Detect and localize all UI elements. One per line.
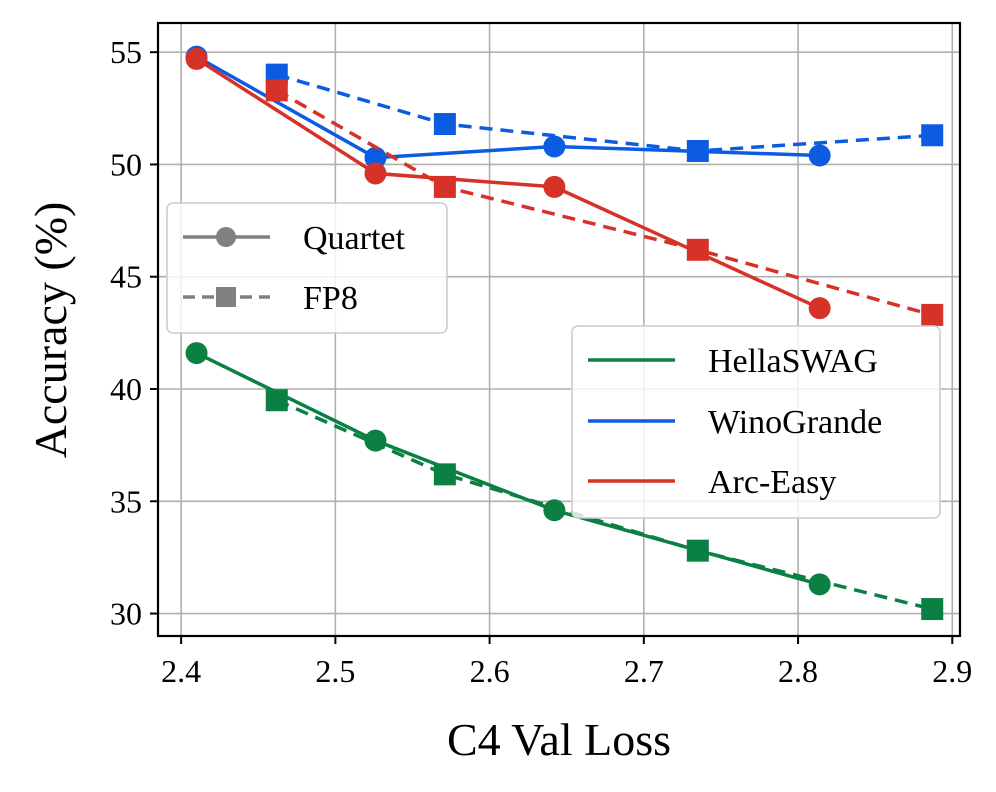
x-tick-label: 2.8 xyxy=(778,653,818,689)
x-tick-label: 2.5 xyxy=(315,653,355,689)
x-tick-label: 2.6 xyxy=(470,653,510,689)
y-tick-label: 30 xyxy=(110,596,142,632)
data-point xyxy=(265,389,288,412)
legend-quartet-marker xyxy=(216,227,236,247)
data-point xyxy=(433,175,456,198)
data-point xyxy=(921,303,944,326)
legend-task: HellaSWAG WinoGrande Arc-Easy xyxy=(571,325,941,519)
legend-quartet-label: Quartet xyxy=(303,220,406,257)
y-tick-label: 55 xyxy=(110,34,142,70)
data-point xyxy=(364,146,387,169)
data-point xyxy=(265,79,288,102)
legend-fp8-marker xyxy=(216,287,236,307)
legend-task-box xyxy=(571,325,941,519)
x-axis: 2.4 2.5 2.6 2.7 2.8 2.9 xyxy=(161,636,972,689)
x-tick-label: 2.7 xyxy=(624,653,664,689)
y-tick-label: 40 xyxy=(110,371,142,407)
x-tick-label: 2.9 xyxy=(932,653,972,689)
series-line xyxy=(195,55,820,160)
data-point xyxy=(686,238,709,261)
data-point xyxy=(543,499,566,522)
y-tick-label: 35 xyxy=(110,483,142,519)
data-point xyxy=(543,135,566,158)
series-winogrande-fp8 xyxy=(265,63,944,162)
data-point xyxy=(686,139,709,162)
data-point xyxy=(185,342,208,365)
data-point xyxy=(433,463,456,486)
data-point xyxy=(921,124,944,147)
series-arc-easy-fp8 xyxy=(265,79,944,326)
legend-winogrande-label: WinoGrande xyxy=(708,404,882,441)
y-tick-label: 45 xyxy=(110,259,142,295)
data-point xyxy=(686,539,709,562)
legend-method: Quartet FP8 xyxy=(166,202,448,334)
y-axis: 30 35 40 45 50 55 xyxy=(110,34,158,632)
x-axis-label: C4 Val Loss xyxy=(447,714,671,765)
legend-fp8-label: FP8 xyxy=(303,280,358,317)
series-line xyxy=(275,88,933,317)
data-point xyxy=(433,113,456,136)
data-point xyxy=(543,175,566,198)
legend-arc-easy-label: Arc-Easy xyxy=(708,464,836,501)
data-point xyxy=(921,598,944,621)
y-axis-label: Accuracy (%) xyxy=(25,202,76,459)
y-tick-label: 50 xyxy=(110,146,142,182)
x-tick-label: 2.4 xyxy=(161,653,201,689)
data-point xyxy=(808,573,831,596)
data-point xyxy=(808,297,831,320)
data-point xyxy=(808,144,831,167)
plot-frame xyxy=(156,21,962,638)
series-line xyxy=(276,72,933,153)
data-point xyxy=(185,47,208,70)
data-point xyxy=(364,162,387,185)
legend-hellaswag-label: HellaSWAG xyxy=(708,343,878,380)
